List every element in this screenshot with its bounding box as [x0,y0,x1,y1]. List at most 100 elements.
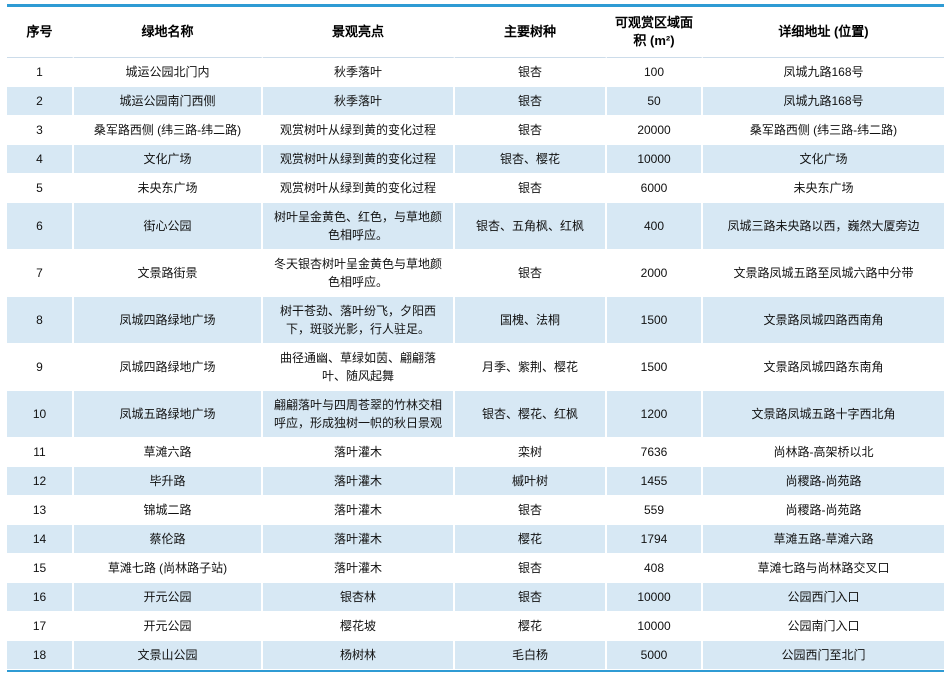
table-cell: 100 [607,58,703,87]
table-cell: 7 [7,250,74,297]
table-cell: 16 [7,583,74,612]
table-cell: 18 [7,641,74,670]
table-cell: 10 [7,391,74,438]
table-cell: 文景路凤城四路东南角 [703,344,944,391]
table-row: 3 桑军路西侧 (纬三路-纬二路) 观赏树叶从绿到黄的变化过程 银杏 20000 桑军路西… [7,116,944,145]
table-cell: 凤城五路绿地广场 [74,391,263,438]
table-cell: 落叶灌木 [263,525,455,554]
table-cell: 树干苍劲、落叶纷飞，夕阳西下，斑驳光影，行人驻足。 [263,297,455,344]
table-cell: 9 [7,344,74,391]
table-cell: 樱花 [455,612,607,641]
table-cell: 草滩七路与尚林路交叉口 [703,554,944,583]
table-cell: 17 [7,612,74,641]
table-cell: 1500 [607,344,703,391]
table-cell: 4 [7,145,74,174]
table-cell: 11 [7,438,74,467]
table-cell: 1455 [607,467,703,496]
table-cell: 文景路凤城五路至凤城六路中分带 [703,250,944,297]
column-header-4: 可观赏区域面积 (m²) [607,7,703,58]
table-cell: 秋季落叶 [263,58,455,87]
table-cell: 草滩五路-草滩六路 [703,525,944,554]
table-cell: 蔡伦路 [74,525,263,554]
table-cell: 落叶灌木 [263,496,455,525]
table-cell: 13 [7,496,74,525]
table-cell: 槭叶树 [455,467,607,496]
table-cell: 15 [7,554,74,583]
table-row: 15 草滩七路 (尚林路子站) 落叶灌木 银杏 408 草滩七路与尚林路交叉口 [7,554,944,583]
table-cell: 草滩六路 [74,438,263,467]
table-cell: 落叶灌木 [263,438,455,467]
table-cell: 6000 [607,174,703,203]
table-cell: 5000 [607,641,703,670]
table-cell: 文化广场 [703,145,944,174]
table-cell: 凤城九路168号 [703,87,944,116]
table-cell: 1200 [607,391,703,438]
table-cell: 银杏、樱花 [455,145,607,174]
table-cell: 银杏 [455,250,607,297]
table-cell: 50 [607,87,703,116]
table-row: 5 未央东广场 观赏树叶从绿到黄的变化过程 银杏 6000 未央东广场 [7,174,944,203]
table-cell: 408 [607,554,703,583]
table-cell: 落叶灌木 [263,467,455,496]
table-cell: 20000 [607,116,703,145]
column-header-5: 详细地址 (位置) [703,7,944,58]
table-cell: 凤城三路未央路以西，巍然大厦旁边 [703,203,944,250]
table-row: 6 街心公园 树叶呈金黄色、红色，与草地颜色相呼应。 银杏、五角枫、红枫 400 凤城三路… [7,203,944,250]
table-row: 8 凤城四路绿地广场 树干苍劲、落叶纷飞，夕阳西下，斑驳光影，行人驻足。 国槐、法桐 1… [7,297,944,344]
table-cell: 文景路凤城五路十字西北角 [703,391,944,438]
table-row: 13 锦城二路 落叶灌木 银杏 559 尚稷路-尚苑路 [7,496,944,525]
table-cell: 未央东广场 [703,174,944,203]
table-cell: 秋季落叶 [263,87,455,116]
table-cell: 草滩七路 (尚林路子站) [74,554,263,583]
table-row: 2 城运公园南门西侧 秋季落叶 银杏 50 凤城九路168号 [7,87,944,116]
table-cell: 6 [7,203,74,250]
table-row: 10 凤城五路绿地广场 翩翩落叶与四周苍翠的竹林交相呼应，形成独树一帜的秋日景观 银杏… [7,391,944,438]
table-cell: 1794 [607,525,703,554]
table-cell: 栾树 [455,438,607,467]
table-cell: 5 [7,174,74,203]
table-cell: 银杏 [455,583,607,612]
table-cell: 毛白杨 [455,641,607,670]
table-cell: 公园南门入口 [703,612,944,641]
table-cell: 落叶灌木 [263,554,455,583]
column-header-2: 景观亮点 [263,7,455,58]
table-cell: 银杏、五角枫、红枫 [455,203,607,250]
table-cell: 银杏 [455,87,607,116]
table-cell: 冬天银杏树叶呈金黄色与草地颜色相呼应。 [263,250,455,297]
table-cell: 14 [7,525,74,554]
table-cell: 2000 [607,250,703,297]
table-row: 1 城运公园北门内 秋季落叶 银杏 100 凤城九路168号 [7,58,944,87]
table-cell: 银杏 [455,496,607,525]
table-body: 1 城运公园北门内 秋季落叶 银杏 100 凤城九路168号 2 城运公园南门西侧 秋季落叶 银杏… [7,58,944,670]
table-cell: 尚林路-高架桥以北 [703,438,944,467]
table-cell: 8 [7,297,74,344]
table-row: 9 凤城四路绿地广场 曲径通幽、草绿如茵、翩翩落叶、随风起舞 月季、紫荆、樱花 1500… [7,344,944,391]
table-cell: 文化广场 [74,145,263,174]
table-cell: 观赏树叶从绿到黄的变化过程 [263,145,455,174]
table-cell: 城运公园南门西侧 [74,87,263,116]
table-cell: 400 [607,203,703,250]
table-cell: 樱花坡 [263,612,455,641]
table-cell: 城运公园北门内 [74,58,263,87]
green-space-table-wrapper: 序号 绿地名称 景观亮点 主要树种 可观赏区域面积 (m²) 详细地址 (位置) 1 城运公… [7,4,944,672]
table-cell: 杨树林 [263,641,455,670]
table-cell: 文景山公园 [74,641,263,670]
table-cell: 银杏 [455,116,607,145]
table-cell: 3 [7,116,74,145]
table-row: 14 蔡伦路 落叶灌木 樱花 1794 草滩五路-草滩六路 [7,525,944,554]
table-cell: 桑军路西侧 (纬三路-纬二路) [74,116,263,145]
table-cell: 559 [607,496,703,525]
table-cell: 7636 [607,438,703,467]
column-header-0: 序号 [7,7,74,58]
table-cell: 凤城九路168号 [703,58,944,87]
table-cell: 观赏树叶从绿到黄的变化过程 [263,174,455,203]
table-cell: 文景路街景 [74,250,263,297]
green-space-table: 序号 绿地名称 景观亮点 主要树种 可观赏区域面积 (m²) 详细地址 (位置) 1 城运公… [7,4,944,672]
table-cell: 银杏 [455,174,607,203]
table-cell: 2 [7,87,74,116]
table-header: 序号 绿地名称 景观亮点 主要树种 可观赏区域面积 (m²) 详细地址 (位置) [7,7,944,58]
table-row: 18 文景山公园 杨树林 毛白杨 5000 公园西门至北门 [7,641,944,670]
table-cell: 尚稷路-尚苑路 [703,496,944,525]
table-cell: 凤城四路绿地广场 [74,344,263,391]
table-cell: 开元公园 [74,612,263,641]
